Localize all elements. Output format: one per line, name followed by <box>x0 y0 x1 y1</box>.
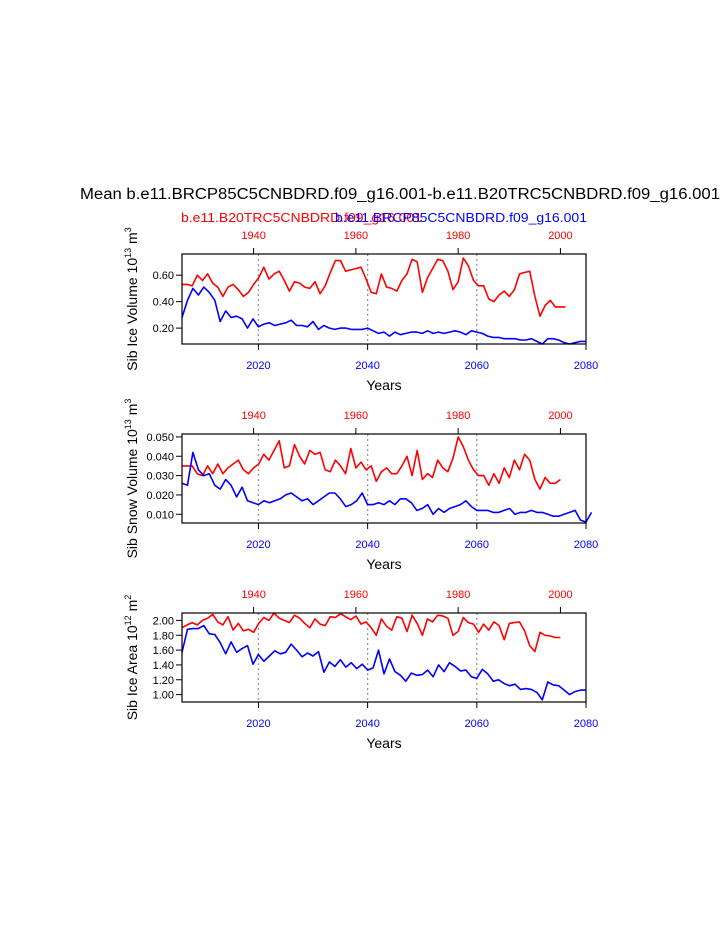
y-tick-label: 0.050 <box>146 432 174 444</box>
bottom-x-tick-label: 2040 <box>355 539 379 551</box>
top-x-tick-label: 1980 <box>446 230 470 242</box>
series-line-blue <box>181 624 586 701</box>
chart-ice-area: 2020 2040 2060 2080 1940 1960 1980 2000 1.00 1.20… <box>123 589 598 751</box>
plot-frame <box>181 433 587 524</box>
series-line-blue <box>181 286 586 345</box>
bottom-x-tick-label: 2080 <box>574 360 598 372</box>
chart-snow-volume: 2020 2040 2060 2080 1940 1960 1980 2000 0.010 0.0… <box>123 399 598 572</box>
chart-ice-volume: 2020 2040 2060 2080 1940 1960 1980 2000 0.20 0.40… <box>123 227 598 393</box>
plot-frame <box>181 612 587 703</box>
y-tick-label: 1.20 <box>153 675 174 687</box>
y-tick-label: 0.010 <box>146 509 174 521</box>
y-tick-label: 2.00 <box>153 615 174 627</box>
legend-blue-label: b.e11.BRCP85C5CNBDRD.f09_g16.001 <box>335 210 587 225</box>
x-axis-label: Years <box>366 377 401 393</box>
x-axis-label: Years <box>366 735 401 751</box>
series-line-blue <box>181 451 593 523</box>
bottom-x-tick-label: 2080 <box>574 718 598 730</box>
top-x-tick-label: 1940 <box>241 589 265 601</box>
series-line-red <box>181 612 561 653</box>
bottom-x-tick-label: 2080 <box>574 539 598 551</box>
bottom-x-tick-label: 2020 <box>246 539 270 551</box>
bottom-x-tick-label: 2060 <box>465 539 489 551</box>
x-axis-label: Years <box>366 556 401 572</box>
y-axis-label: Sib Snow Volume 1013 m3 <box>123 399 140 559</box>
plot-frame <box>181 253 587 345</box>
y-tick-label: 1.60 <box>153 645 174 657</box>
top-x-tick-label: 1960 <box>344 230 368 242</box>
bottom-x-tick-label: 2040 <box>355 360 379 372</box>
bottom-x-tick-label: 2020 <box>246 360 270 372</box>
top-x-tick-label: 1980 <box>446 410 470 422</box>
top-x-tick-label: 1980 <box>446 589 470 601</box>
y-tick-label: 1.40 <box>153 660 174 672</box>
bottom-x-tick-label: 2040 <box>355 718 379 730</box>
top-x-tick-label: 1940 <box>241 410 265 422</box>
y-tick-label: 0.040 <box>146 451 174 463</box>
bottom-x-tick-label: 2060 <box>465 360 489 372</box>
top-x-tick-label: 2000 <box>548 410 572 422</box>
y-axis-label: Sib Ice Area 1012 m2 <box>123 595 140 721</box>
top-x-tick-label: 2000 <box>548 230 572 242</box>
y-tick-label: 0.020 <box>146 490 174 502</box>
bottom-x-tick-label: 2020 <box>246 718 270 730</box>
y-tick-label: 1.80 <box>153 630 174 642</box>
top-x-tick-label: 2000 <box>548 589 572 601</box>
legend-red-label: b.e11.B20TRC5CNBDRD.f09_g16.001 <box>181 210 422 225</box>
y-tick-label: 1.00 <box>153 690 174 702</box>
top-x-tick-label: 1940 <box>241 230 265 242</box>
y-tick-label: 0.030 <box>146 471 174 483</box>
y-tick-label: 0.40 <box>153 297 174 309</box>
chart-panels: 2020 2040 2060 2080 1940 1960 1980 2000 0.20 0.40… <box>123 227 598 751</box>
y-axis-label: Sib Ice Volume 1013 m3 <box>123 227 140 370</box>
y-tick-label: 0.60 <box>153 270 174 282</box>
figure-title: Mean b.e11.BRCP85C5CNBDRD.f09_g16.001-b.… <box>80 186 720 203</box>
y-tick-label: 0.20 <box>153 323 174 335</box>
top-x-tick-label: 1960 <box>344 410 368 422</box>
series-line-red <box>182 257 566 318</box>
bottom-x-tick-label: 2060 <box>465 718 489 730</box>
top-x-tick-label: 1960 <box>344 589 368 601</box>
series-line-red <box>182 436 561 490</box>
